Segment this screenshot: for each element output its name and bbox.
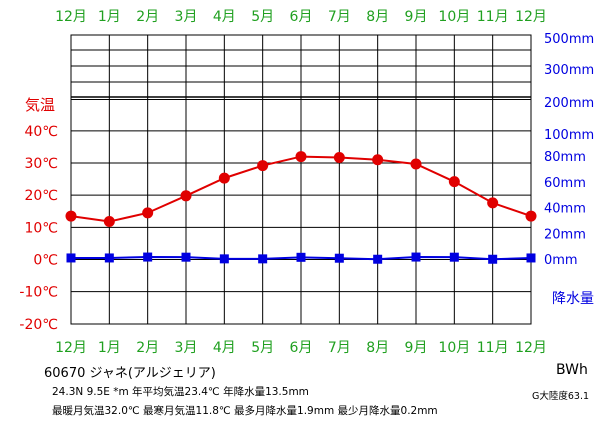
month-label-bottom: 12月 [55, 340, 87, 356]
precipitation-series [66, 252, 536, 264]
temperature-tick-label: 30℃ [24, 156, 58, 172]
month-label-top: 11月 [477, 9, 509, 25]
precipitation-tick-label: 80mm [544, 150, 586, 165]
precipitation-tick-label: 0mm [544, 253, 578, 268]
temperature-tick-label: 10℃ [24, 220, 58, 236]
temperature-point [525, 210, 537, 222]
temperature-point [103, 216, 115, 228]
precipitation-point [143, 252, 153, 262]
month-label-bottom: 2月 [136, 340, 159, 356]
temperature-point [372, 154, 384, 166]
precipitation-point [373, 254, 383, 264]
axis-labels: 気温 40℃ 30℃ 20℃ 10℃ 0℃ -10℃ -20℃ 500mm 300mm 200mm 1… [19, 32, 594, 333]
precipitation-point [411, 252, 421, 262]
month-label-bottom: 4月 [213, 340, 236, 356]
precipitation-point [488, 254, 498, 264]
month-label-bottom: 8月 [366, 340, 389, 356]
precipitation-tick-label: 300mm [544, 63, 594, 78]
temperature-point [295, 151, 307, 163]
precipitation-point [449, 252, 459, 262]
station-summary-line2: 最暖月気温32.0℃ 最寒月気温11.8℃ 最多月降水量1.9mm 最少月降水量… [52, 405, 438, 417]
precipitation-point [104, 253, 114, 263]
month-label-top: 3月 [175, 9, 198, 25]
month-label-top: 2月 [136, 9, 159, 25]
month-label-bottom: 6月 [290, 340, 313, 356]
chart-grid [70, 34, 532, 325]
temperature-axis-title: 気温 [25, 96, 55, 114]
month-label-bottom: 1月 [98, 340, 121, 356]
precipitation-point [334, 253, 344, 263]
precipitation-axis-title: 降水量 [552, 291, 594, 307]
temperature-tick-label: 40℃ [24, 124, 58, 140]
month-label-bottom: 3月 [175, 340, 198, 356]
month-label-bottom: 7月 [328, 340, 351, 356]
month-label-top: 7月 [328, 9, 351, 25]
temperature-point [487, 197, 499, 209]
continentality-index: G大陸度63.1 [532, 391, 590, 402]
precipitation-point [296, 252, 306, 262]
temperature-point [65, 210, 77, 222]
temperature-tick-label: 0℃ [33, 253, 58, 269]
month-label-top: 8月 [366, 9, 389, 25]
temperature-point [448, 176, 460, 188]
precipitation-tick-label: 500mm [544, 32, 594, 47]
month-label-top: 10月 [438, 9, 470, 25]
precipitation-point [181, 252, 191, 262]
precipitation-tick-label: 200mm [544, 96, 594, 111]
precipitation-tick-label: 40mm [544, 202, 586, 217]
temperature-point [142, 207, 154, 219]
temperature-tick-label: -10℃ [19, 285, 58, 301]
temperature-point [257, 160, 269, 172]
month-label-bottom: 5月 [251, 340, 274, 356]
temperature-tick-label: 20℃ [24, 188, 58, 204]
precipitation-tick-label: 100mm [544, 128, 594, 143]
precipitation-point [66, 253, 76, 263]
station-summary-line1: 24.3N 9.5E *m 年平均気温23.4℃ 年降水量13.5mm [52, 386, 309, 398]
precipitation-tick-label: 60mm [544, 176, 586, 191]
month-label-top: 12月 [55, 9, 87, 25]
temperature-point [180, 190, 192, 202]
month-label-top: 12月 [515, 9, 547, 25]
temperature-series [65, 151, 537, 228]
temperature-point [410, 158, 422, 170]
month-label-top: 1月 [98, 9, 121, 25]
month-label-top: 6月 [290, 9, 313, 25]
temperature-point [333, 152, 345, 164]
month-labels: 12月 12月 1月 1月 2月 2月 3月 3月 4月 4月 5月 5月 6月 6月 7月 7月 8月 8月 9月… [55, 9, 547, 356]
temperature-point [218, 172, 230, 184]
month-label-top: 4月 [213, 9, 236, 25]
temperature-tick-label: -20℃ [19, 317, 58, 333]
month-label-top: 9月 [405, 9, 428, 25]
climate-classification: BWh [556, 362, 588, 378]
month-label-bottom: 12月 [515, 340, 547, 356]
month-label-bottom: 11月 [477, 340, 509, 356]
month-label-bottom: 10月 [438, 340, 470, 356]
precipitation-point [526, 253, 536, 263]
month-label-bottom: 9月 [405, 340, 428, 356]
precipitation-tick-label: 20mm [544, 227, 586, 242]
station-name: 60670 ジャネ(アルジェリア) [44, 366, 216, 381]
precipitation-point [258, 254, 268, 264]
precipitation-point [219, 254, 229, 264]
month-label-top: 5月 [251, 9, 274, 25]
